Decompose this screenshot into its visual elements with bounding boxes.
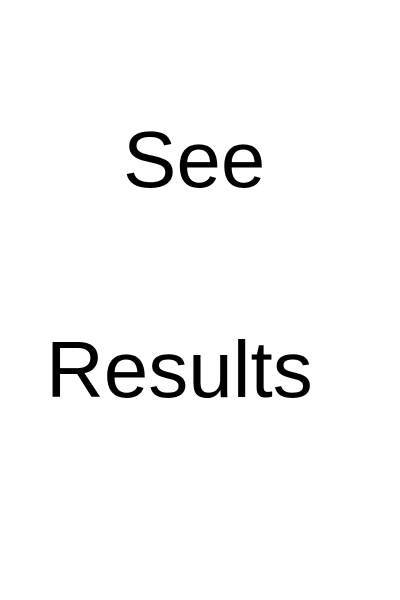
heading-line-2: Results	[46, 325, 313, 414]
heading-line-1: See	[123, 115, 266, 204]
